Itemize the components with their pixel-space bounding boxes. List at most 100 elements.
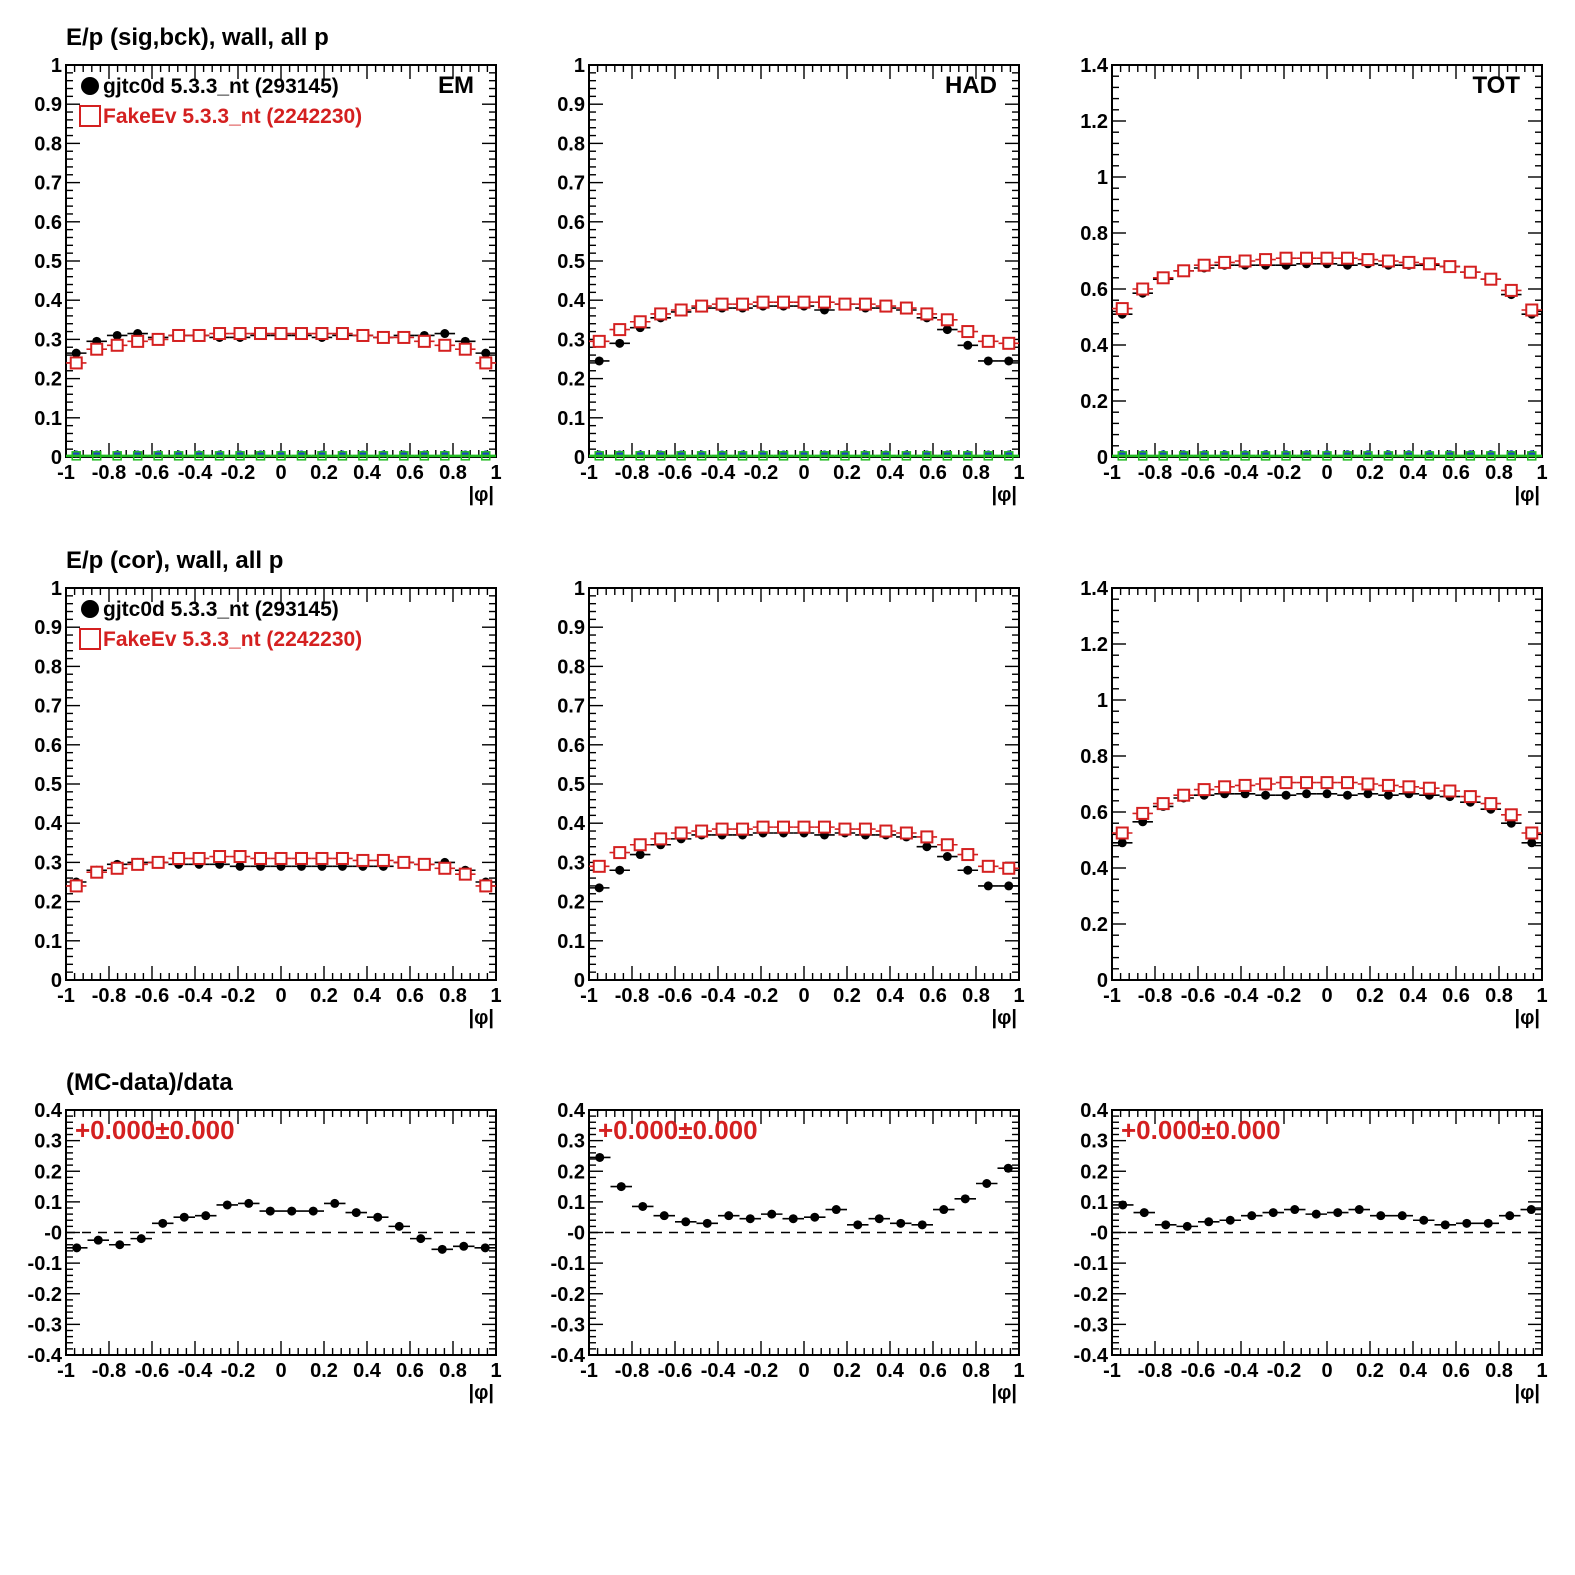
mc-point [674,826,688,840]
mc-point [1238,778,1252,792]
x-axis-label: |φ| [1515,1382,1541,1404]
y-tick-label: 0.5 [557,251,585,273]
panel-1-0: -1 -0.8 -0.6 -0.4 -0.2 0 0.2 0.4 0.6 0.8 1 0 0.1 0.2 0… [34,547,501,1029]
data-point [1462,1218,1472,1228]
background-mc-point [1199,451,1209,461]
x-tick-label: 0.4 [353,985,382,1007]
y-tick-label: -0.4 [1074,1345,1109,1367]
data-point [1526,1205,1536,1215]
mc-point [335,851,349,865]
y-tick-label: 0.5 [34,251,62,273]
data-point [917,1220,927,1230]
panel-0-0: -1 -0.8 -0.6 -0.4 -0.2 0 0.2 0.4 0.6 0.8 1 0 0.1 0.2 0… [34,24,501,506]
y-tick-label: 0.6 [34,212,62,234]
x-tick-label: -0.8 [92,462,126,484]
background-mc-point [1260,451,1271,461]
mc-point [797,820,811,834]
background-mc-point [1527,451,1537,461]
panel-2-2: -1 -0.8 -0.6 -0.4 -0.2 0 0.2 0.4 0.6 0.8 1 -0.4 -0.3… [1074,1100,1548,1404]
mc-point [1320,251,1334,265]
x-tick-label: 0 [1321,1360,1332,1382]
x-tick-label: 0.2 [310,462,338,484]
mc-point [940,313,954,327]
background-mc-point [696,451,707,461]
x-axis-label: |φ| [1515,1007,1541,1029]
mc-point [961,848,975,862]
mc-point [1504,283,1518,297]
background-mc-point [942,451,953,461]
background-mc-point [635,451,645,461]
x-tick-label: 0.2 [310,1360,338,1382]
mc-point [654,832,668,846]
mc-point [1402,780,1416,794]
x-tick-label: 0.6 [1442,985,1470,1007]
x-tick-label: 1 [490,462,501,484]
mc-point [315,851,329,865]
y-tick-label: 0.8 [34,656,62,678]
y-tick-label: 0.5 [557,774,585,796]
ratio-mean-label: +0.000±0.000 [598,1115,758,1145]
mc-point [1115,826,1129,840]
data-point [1290,1205,1300,1215]
mc-point [1136,806,1150,820]
data-point [1363,789,1373,799]
data-point [1139,1208,1149,1218]
mc-point [879,824,893,838]
x-tick-label: 0.2 [310,985,338,1007]
y-tick-label: 0 [1097,970,1108,992]
mc-point [376,330,390,344]
data-point [1419,1215,1429,1225]
mc-point [1218,255,1232,269]
x-tick-label: -0.6 [658,1360,692,1382]
y-tick-label: 0.7 [557,173,585,195]
background-mc-point [71,451,81,461]
x-tick-label: -0.6 [658,985,692,1007]
mc-point [254,327,268,341]
data-point [1440,1220,1450,1230]
data-point [179,1212,189,1222]
y-tick-label: -0.3 [1074,1314,1108,1336]
y-tick-label: 0.8 [557,133,585,155]
data-point [595,1152,605,1162]
mc-point [1422,781,1436,795]
mc-point [920,307,934,321]
plot-frame [588,64,1020,458]
mc-point [920,830,934,844]
background-mc-point [440,451,450,461]
mc-point [233,327,247,341]
y-tick-label: 0.4 [34,813,63,835]
legend-marker-mc [79,628,101,650]
x-tick-label: 0 [798,462,809,484]
y-tick-label: 0.9 [557,617,585,639]
mc-point [1381,254,1395,268]
mc-point [1177,788,1191,802]
mc-point [356,328,370,342]
mc-point [294,327,308,341]
x-tick-label: -1 [57,1360,75,1382]
y-tick-label: 0.1 [1080,1192,1108,1214]
y-tick-label: 0.9 [34,94,62,116]
mc-point [592,334,606,348]
mc-point [233,850,247,864]
corner-label: EM [438,72,474,99]
data-point [1118,1200,1128,1210]
mc-point [838,297,852,311]
x-tick-label: -0.6 [135,985,169,1007]
series-dot [1112,259,1542,319]
mc-point [479,879,493,893]
background-mc-point [1465,451,1476,461]
corner-label: HAD [945,72,997,99]
mc-point [1443,784,1457,798]
y-tick-label: 0 [1097,447,1108,469]
mc-point [1136,282,1150,296]
background-mc-point [840,451,850,461]
x-tick-label: 0.2 [1356,462,1384,484]
x-tick-label: 0.6 [1442,1360,1470,1382]
y-tick-label: 0.2 [557,1161,585,1183]
x-tick-label: -0.8 [615,985,649,1007]
x-tick-label: -0.4 [1224,462,1259,484]
y-tick-label: -0.1 [1074,1253,1108,1275]
mc-point [633,315,647,329]
mc-point [1340,251,1354,265]
data-point [659,1211,669,1221]
